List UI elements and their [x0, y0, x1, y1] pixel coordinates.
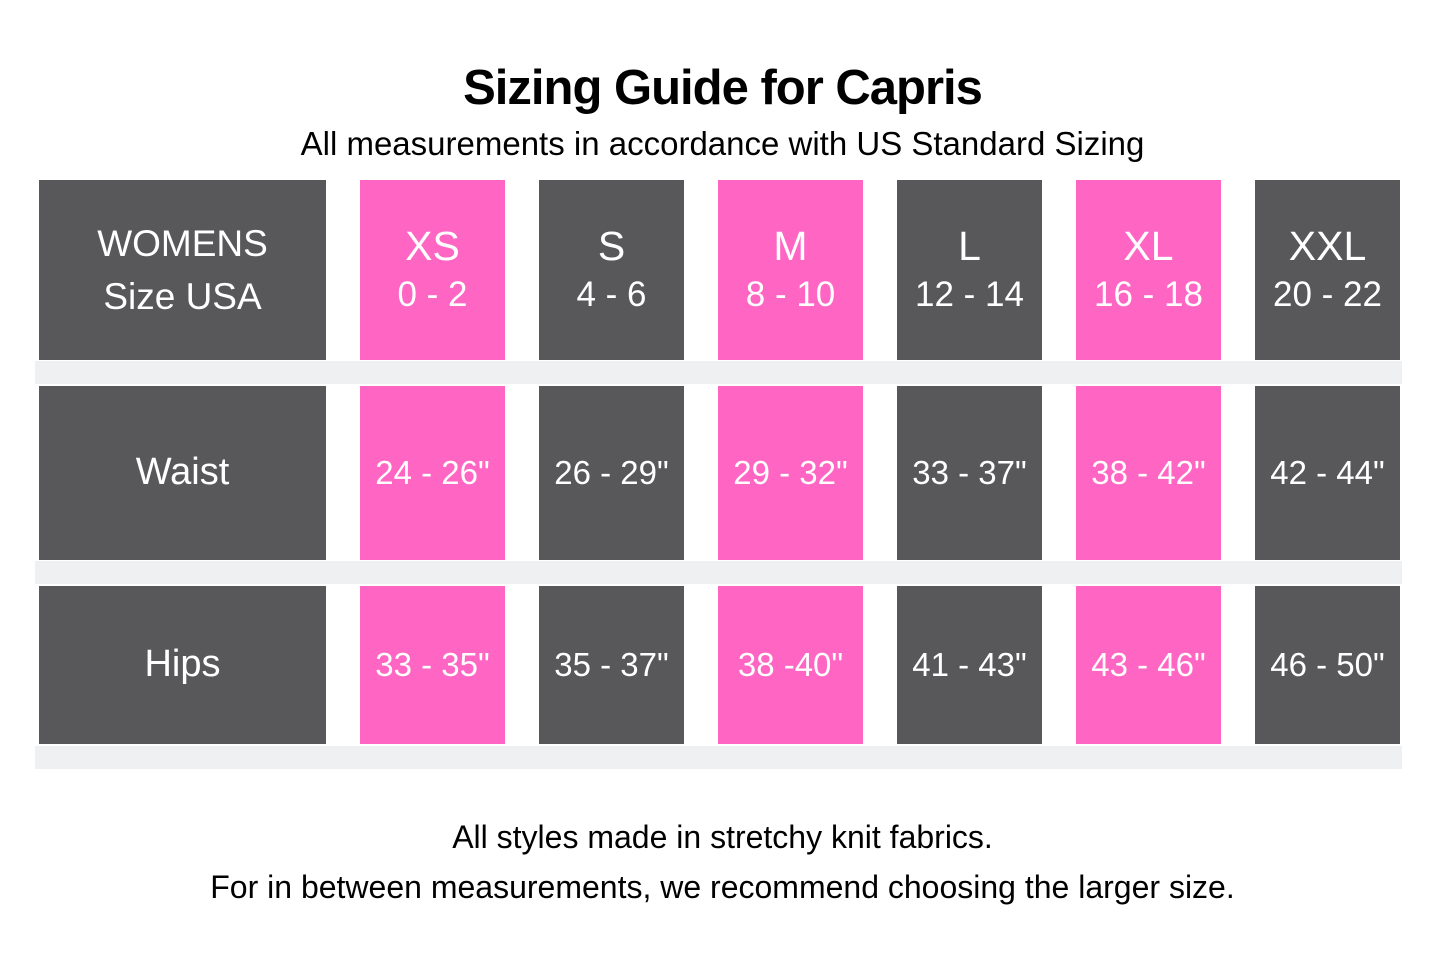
sizing-table: WOMENS Size USA XS 0 - 2 S 4 - 6 M 8 - 1…: [35, 179, 1402, 769]
hips-value-xxl: 46 - 50": [1270, 645, 1385, 683]
page-title: Sizing Guide for Capris: [463, 61, 983, 115]
size-name-m: M: [773, 222, 808, 269]
row-divider: [35, 560, 1402, 584]
row-label-cell-waist: Waist: [39, 385, 326, 560]
header-cell-xxl: XXL 20 - 22: [1255, 179, 1400, 360]
waist-cell-xs: 24 - 26": [360, 385, 505, 560]
size-range-l: 12 - 14: [915, 274, 1024, 314]
size-name-l: L: [958, 222, 981, 269]
hips-cell-xxl: 46 - 50": [1255, 585, 1400, 744]
waist-value-xxl: 42 - 44": [1270, 453, 1385, 491]
footer-note-fabrics: All styles made in stretchy knit fabrics…: [452, 818, 993, 855]
waist-value-xl: 38 - 42": [1091, 453, 1206, 491]
hips-value-l: 41 - 43": [912, 645, 1027, 683]
waist-cell-m: 29 - 32": [718, 385, 863, 560]
header-label-line1: WOMENS: [97, 222, 268, 264]
size-range-s: 4 - 6: [576, 274, 647, 314]
waist-cell-xl: 38 - 42": [1076, 385, 1221, 560]
header-cell-m: M 8 - 10: [718, 179, 863, 360]
header-cell-xl: XL 16 - 18: [1076, 179, 1221, 360]
row-divider: [35, 745, 1402, 769]
row-label-hips: Hips: [144, 643, 221, 686]
hips-cell-xl: 43 - 46": [1076, 585, 1221, 744]
waist-cell-l: 33 - 37": [897, 385, 1042, 560]
size-name-s: S: [597, 222, 626, 269]
hips-value-m: 38 -40": [737, 645, 844, 683]
footer-note-recommendation: For in between measurements, we recommen…: [210, 868, 1235, 905]
hips-cell-m: 38 -40": [718, 585, 863, 744]
size-name-xl: XL: [1123, 222, 1174, 269]
row-label-cell-hips: Hips: [39, 585, 326, 744]
page-subtitle: All measurements in accordance with US S…: [300, 124, 1145, 162]
header-cell-xs: XS 0 - 2: [360, 179, 505, 360]
size-name-xs: XS: [405, 222, 460, 269]
hips-cell-s: 35 - 37": [539, 585, 684, 744]
header-cell-womens-size-usa: WOMENS Size USA: [39, 179, 326, 360]
footer-notes: All styles made in stretchy knit fabrics…: [0, 812, 1445, 912]
waist-cell-s: 26 - 29": [539, 385, 684, 560]
row-divider: [35, 360, 1402, 384]
waist-value-l: 33 - 37": [912, 453, 1027, 491]
row-label-waist: Waist: [135, 451, 230, 494]
waist-value-s: 26 - 29": [554, 453, 669, 491]
table-row-waist: Waist 24 - 26" 26 - 29" 29 - 32" 33 - 37…: [35, 385, 1402, 560]
waist-value-xs: 24 - 26": [375, 453, 490, 491]
hips-value-xl: 43 - 46": [1091, 645, 1206, 683]
header-label-line2: Size USA: [103, 275, 262, 317]
hips-value-xs: 33 - 35": [375, 645, 490, 683]
table-row-hips: Hips 33 - 35" 35 - 37" 38 -40" 41 - 43" …: [35, 585, 1402, 744]
hips-value-s: 35 - 37": [554, 645, 669, 683]
size-name-xxl: XXL: [1288, 222, 1367, 269]
waist-cell-xxl: 42 - 44": [1255, 385, 1400, 560]
hips-cell-l: 41 - 43": [897, 585, 1042, 744]
header-cell-s: S 4 - 6: [539, 179, 684, 360]
waist-value-m: 29 - 32": [733, 453, 848, 491]
header-cell-l: L 12 - 14: [897, 179, 1042, 360]
size-range-xs: 0 - 2: [397, 274, 468, 314]
size-range-xl: 16 - 18: [1094, 274, 1203, 314]
size-range-xxl: 20 - 22: [1273, 274, 1382, 314]
table-header-row: WOMENS Size USA XS 0 - 2 S 4 - 6 M 8 - 1…: [35, 179, 1402, 360]
size-range-m: 8 - 10: [745, 274, 836, 314]
hips-cell-xs: 33 - 35": [360, 585, 505, 744]
